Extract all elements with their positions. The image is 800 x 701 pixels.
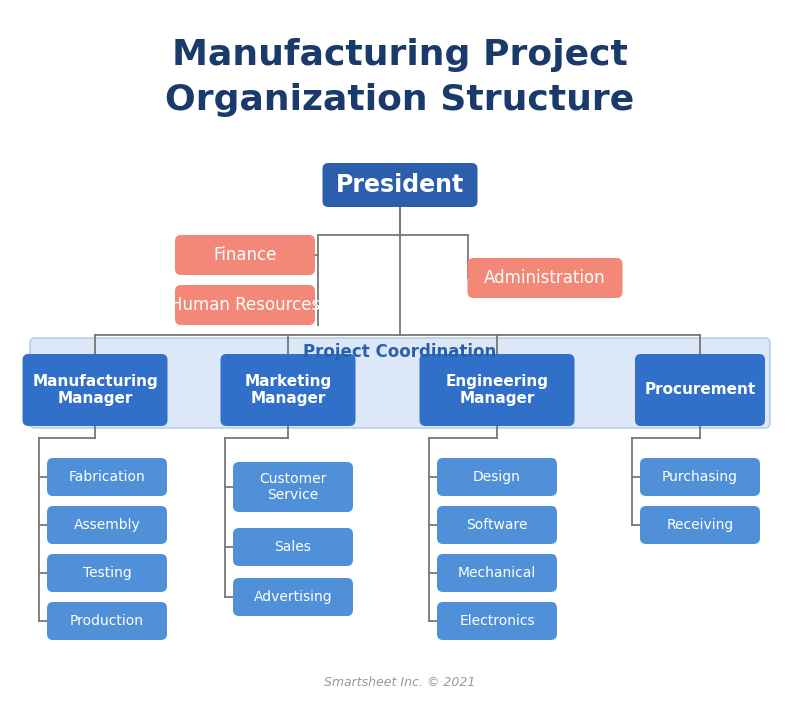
Text: Organization Structure: Organization Structure <box>166 83 634 117</box>
FancyBboxPatch shape <box>640 458 760 496</box>
Text: President: President <box>336 173 464 197</box>
Text: Production: Production <box>70 614 144 628</box>
FancyBboxPatch shape <box>437 458 557 496</box>
Text: Procurement: Procurement <box>644 383 756 397</box>
FancyBboxPatch shape <box>221 354 355 426</box>
FancyBboxPatch shape <box>437 554 557 592</box>
FancyBboxPatch shape <box>175 285 315 325</box>
FancyBboxPatch shape <box>635 354 765 426</box>
FancyBboxPatch shape <box>437 506 557 544</box>
Text: Customer
Service: Customer Service <box>259 472 326 502</box>
FancyBboxPatch shape <box>233 578 353 616</box>
Text: Manufacturing Project: Manufacturing Project <box>172 38 628 72</box>
Text: Mechanical: Mechanical <box>458 566 536 580</box>
Text: Sales: Sales <box>274 540 311 554</box>
FancyBboxPatch shape <box>30 338 770 428</box>
FancyBboxPatch shape <box>419 354 574 426</box>
Text: Software: Software <box>466 518 528 532</box>
Text: Finance: Finance <box>214 246 277 264</box>
FancyBboxPatch shape <box>640 506 760 544</box>
FancyBboxPatch shape <box>22 354 167 426</box>
Text: Human Resources: Human Resources <box>170 296 320 314</box>
Text: Manufacturing
Manager: Manufacturing Manager <box>32 374 158 406</box>
FancyBboxPatch shape <box>233 462 353 512</box>
FancyBboxPatch shape <box>47 506 167 544</box>
FancyBboxPatch shape <box>47 458 167 496</box>
FancyBboxPatch shape <box>175 235 315 275</box>
FancyBboxPatch shape <box>437 602 557 640</box>
Text: Engineering
Manager: Engineering Manager <box>446 374 549 406</box>
FancyBboxPatch shape <box>322 163 478 207</box>
Text: Administration: Administration <box>484 269 606 287</box>
Text: Smartsheet Inc. © 2021: Smartsheet Inc. © 2021 <box>324 676 476 690</box>
Text: Receiving: Receiving <box>666 518 734 532</box>
Text: Electronics: Electronics <box>459 614 535 628</box>
FancyBboxPatch shape <box>467 258 622 298</box>
FancyBboxPatch shape <box>47 602 167 640</box>
Text: Assembly: Assembly <box>74 518 140 532</box>
Text: Design: Design <box>473 470 521 484</box>
Text: Project Coordination: Project Coordination <box>303 343 497 361</box>
FancyBboxPatch shape <box>47 554 167 592</box>
Text: Purchasing: Purchasing <box>662 470 738 484</box>
Text: Marketing
Manager: Marketing Manager <box>244 374 332 406</box>
FancyBboxPatch shape <box>233 528 353 566</box>
Text: Fabrication: Fabrication <box>69 470 146 484</box>
Text: Testing: Testing <box>82 566 131 580</box>
Text: Advertising: Advertising <box>254 590 332 604</box>
